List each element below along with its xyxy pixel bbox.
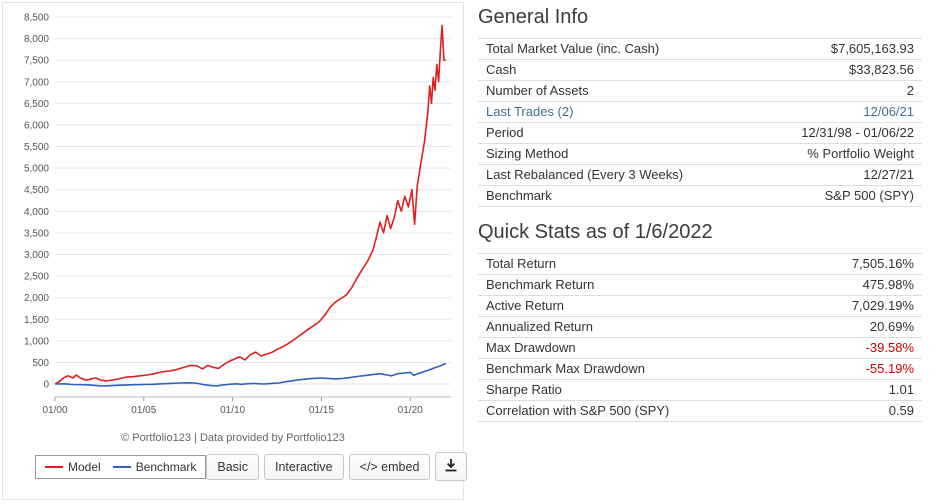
svg-text:4,000: 4,000 <box>24 207 49 218</box>
embed-button[interactable]: </> embed <box>348 453 431 480</box>
performance-chart: 0 500 1,000 1,500 2,000 2,500 3,000 3,500 4,000 4… <box>5 5 461 430</box>
chart-attribution: © Portfolio123 | Data provided by Portfo… <box>121 432 345 444</box>
row-value: S&P 500 (SPY) <box>824 188 914 203</box>
row-label: Active Return <box>486 298 565 313</box>
legend-item: Benchmark <box>112 459 197 474</box>
table-row: Correlation with S&P 500 (SPY) 0.59 <box>478 400 922 421</box>
row-label: Number of Assets <box>486 83 589 98</box>
row-label: Benchmark Return <box>486 277 595 292</box>
row-label: Total Return <box>486 256 557 271</box>
svg-text:7,500: 7,500 <box>24 56 49 67</box>
row-label: Max Drawdown <box>486 340 576 355</box>
chart-footer: Model Benchmark Basic Interactive </> emb… <box>5 452 468 481</box>
table-row: Benchmark S&P 500 (SPY) <box>478 185 922 206</box>
svg-text:6,000: 6,000 <box>24 121 49 132</box>
download-icon <box>444 458 458 475</box>
general-info-title: General Info <box>478 6 589 28</box>
svg-text:01/20: 01/20 <box>398 405 423 416</box>
row-value: 20.69% <box>869 319 914 334</box>
chart-canvas: 0 500 1,000 1,500 2,000 2,500 3,000 3,500 4,000 4… <box>24 13 451 416</box>
row-label: Benchmark <box>486 188 552 203</box>
table-row: Active Return 7,029.19% <box>478 295 922 316</box>
row-label: Annualized Return <box>486 319 593 334</box>
svg-text:0: 0 <box>43 380 49 391</box>
row-label: Cash <box>486 62 517 77</box>
svg-text:01/05: 01/05 <box>131 405 156 416</box>
row-value: $7,605,163.93 <box>830 41 914 56</box>
table-row: Period 12/31/98 - 01/06/22 <box>478 122 922 143</box>
table-row: Last Rebalanced (Every 3 Weeks) 12/27/21 <box>478 164 922 185</box>
row-value: 1.01 <box>888 382 914 397</box>
performance-chart-card: 0 500 1,000 1,500 2,000 2,500 3,000 3,500 4,000 4… <box>2 2 468 500</box>
table-row: Benchmark Return 475.98% <box>478 274 922 295</box>
svg-text:01/10: 01/10 <box>220 405 245 416</box>
row-label: Sharpe Ratio <box>486 382 562 397</box>
info-panel: General Info Total Market Value (inc. Ca… <box>478 2 922 500</box>
row-value: 2 <box>906 83 914 98</box>
row-label: Correlation with S&P 500 (SPY) <box>486 403 670 418</box>
quick-stats-table: Total Return 7,505.16% Benchmark Return 475… <box>478 253 922 422</box>
row-value-link[interactable]: 12/06/21 <box>863 104 914 119</box>
table-row: Sharpe Ratio 1.01 <box>478 379 922 400</box>
table-row: Sizing Method % Portfolio Weight <box>478 143 922 164</box>
svg-text:6,500: 6,500 <box>24 99 49 110</box>
legend-label: Model <box>68 459 101 474</box>
table-row: Max Drawdown -39.58% <box>478 337 922 358</box>
legend-line-swatch <box>45 465 63 468</box>
svg-text:01/15: 01/15 <box>309 405 334 416</box>
legend-item: Model <box>45 460 101 474</box>
svg-text:1,000: 1,000 <box>24 336 49 347</box>
svg-text:5,500: 5,500 <box>24 142 49 153</box>
row-value: 475.98% <box>862 277 914 292</box>
row-value: 12/27/21 <box>863 167 914 182</box>
row-value: -55.19% <box>865 361 914 376</box>
svg-text:01/00: 01/00 <box>42 405 67 416</box>
table-row: Annualized Return 20.69% <box>478 316 922 337</box>
quick-stats-title: Quick Stats as of 1/6/2022 <box>478 221 713 243</box>
legend-line-swatch <box>112 465 131 468</box>
row-label: Benchmark Max Drawdown <box>486 361 645 376</box>
table-row: Number of Assets 2 <box>478 80 922 101</box>
general-info-table: Total Market Value (inc. Cash) $7,605,163… <box>478 38 922 207</box>
table-row: Total Return 7,505.16% <box>478 253 922 274</box>
row-value: 12/31/98 - 01/06/22 <box>801 125 914 140</box>
row-label-link[interactable]: Last Trades (2) <box>486 104 574 119</box>
row-label: Last Rebalanced (Every 3 Weeks) <box>486 167 684 182</box>
table-row: Total Market Value (inc. Cash) $7,605,163… <box>478 38 922 59</box>
row-value: -39.58% <box>865 340 914 355</box>
svg-text:1,500: 1,500 <box>24 315 49 326</box>
interactive-view-button[interactable]: Interactive <box>263 453 344 480</box>
row-value: 7,505.16% <box>851 256 914 271</box>
svg-text:2,000: 2,000 <box>24 293 49 304</box>
table-row: Benchmark Max Drawdown -55.19% <box>478 358 922 379</box>
svg-text:4,500: 4,500 <box>24 185 49 196</box>
chart-toolbar: Basic Interactive </> embed <box>206 452 468 481</box>
svg-text:3,500: 3,500 <box>24 228 49 239</box>
row-label: Total Market Value (inc. Cash) <box>486 41 660 56</box>
download-button[interactable] <box>435 452 468 481</box>
row-value: 0.59 <box>888 403 914 418</box>
table-row: Last Trades (2) 12/06/21 <box>478 101 922 122</box>
row-value: 7,029.19% <box>851 298 914 313</box>
row-label: Sizing Method <box>486 146 569 161</box>
svg-text:500: 500 <box>32 358 49 369</box>
svg-text:5,000: 5,000 <box>24 164 49 175</box>
row-value: $33,823.56 <box>848 62 914 77</box>
svg-text:3,000: 3,000 <box>24 250 49 261</box>
svg-text:2,500: 2,500 <box>24 272 49 283</box>
svg-text:7,000: 7,000 <box>24 77 49 88</box>
row-value: % Portfolio Weight <box>807 146 914 161</box>
legend-label: Benchmark <box>135 459 197 474</box>
svg-text:8,500: 8,500 <box>24 13 49 24</box>
chart-legend: Model Benchmark <box>35 454 207 479</box>
row-label: Period <box>486 125 524 140</box>
table-row: Cash $33,823.56 <box>478 59 922 80</box>
svg-text:8,000: 8,000 <box>24 34 49 45</box>
basic-view-button[interactable]: Basic <box>206 453 259 480</box>
